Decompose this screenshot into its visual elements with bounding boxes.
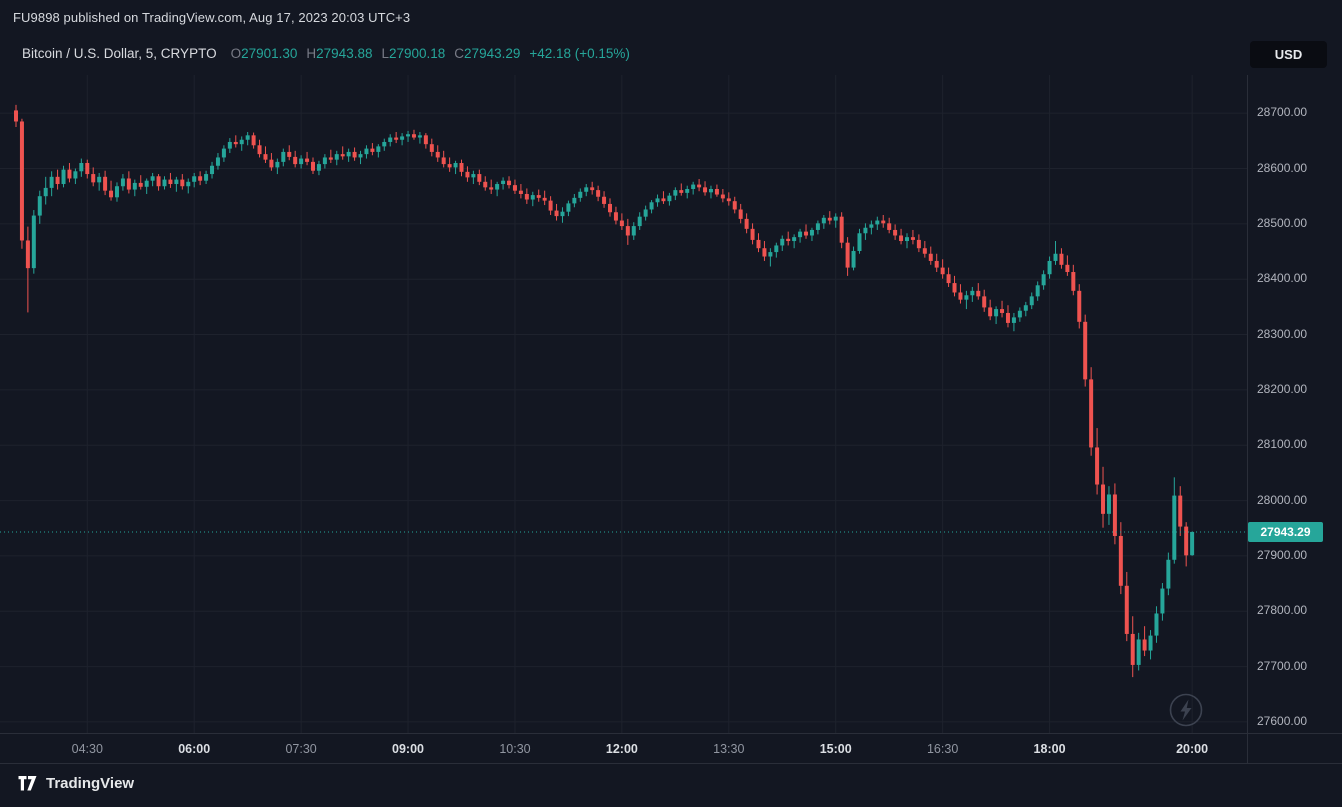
ohlc-open: O27901.30 <box>231 46 298 61</box>
time-axis-label: 18:00 <box>1033 742 1066 756</box>
price-axis-label: 28500.00 <box>1257 215 1308 230</box>
currency-usd-button[interactable]: USD <box>1250 41 1327 68</box>
time-axis-label: 13:30 <box>713 742 745 756</box>
price-axis-label: 27800.00 <box>1257 603 1308 618</box>
ohlc-high: H27943.88 <box>306 46 372 61</box>
time-axis-label: 12:00 <box>605 742 638 756</box>
high-value: 27943.88 <box>316 46 373 61</box>
low-label: L <box>381 46 389 61</box>
tradingview-logo-text: TradingView <box>46 775 135 792</box>
last-price-label: 27943.29 <box>1248 521 1323 542</box>
price-axis-label: 27600.00 <box>1257 713 1308 728</box>
price-axis-label: 28600.00 <box>1257 160 1308 175</box>
time-axis-border <box>0 733 1342 734</box>
time-axis-label: 16:30 <box>926 742 959 756</box>
tradingview-logo-icon <box>18 776 37 791</box>
price-axis-label: 28000.00 <box>1257 492 1308 507</box>
realtime-lightning-icon[interactable] <box>1167 691 1205 729</box>
price-axis[interactable]: 27943.29 28700.00 28600.00 28500.00 28400.0… <box>1248 75 1342 733</box>
time-axis-label: 15:00 <box>819 742 852 756</box>
low-value: 27900.18 <box>388 46 446 61</box>
change-value: +42.18 (+0.15%) <box>529 46 630 61</box>
chart-canvas[interactable] <box>0 75 1247 733</box>
price-axis-label: 28200.00 <box>1257 381 1308 396</box>
open-label: O <box>230 46 242 61</box>
price-axis-border <box>1247 75 1248 763</box>
time-axis-label: 04:30 <box>71 742 103 756</box>
chart-plot-area[interactable] <box>0 75 1247 733</box>
time-axis[interactable]: 04:30 06:00 07:30 09:00 10:30 12:00 13:30 15:00… <box>0 734 1247 763</box>
tradingview-logo[interactable]: TradingView <box>18 775 134 792</box>
footer-bar: TradingView <box>0 764 1342 807</box>
close-label: C <box>454 46 465 61</box>
chart-legend: Bitcoin / U.S. Dollar, 5, CRYPTO O27901.… <box>22 46 630 61</box>
open-value: 27901.30 <box>241 46 298 61</box>
close-value: 27943.29 <box>464 46 521 61</box>
price-axis-label: 28700.00 <box>1257 105 1308 120</box>
attribution-text: FU9898 published on TradingView.com, Aug… <box>13 10 411 25</box>
time-axis-label: 20:00 <box>1176 742 1209 756</box>
time-axis-label: 06:00 <box>178 742 211 756</box>
time-axis-label: 07:30 <box>285 742 317 756</box>
time-axis-label: 10:30 <box>499 742 531 756</box>
price-axis-label: 27700.00 <box>1257 658 1308 673</box>
price-axis-label: 28400.00 <box>1257 271 1308 286</box>
ohlc-close: C27943.29 <box>454 46 520 61</box>
time-axis-label: 09:00 <box>392 742 425 756</box>
high-label: H <box>306 46 317 61</box>
price-axis-label: 28300.00 <box>1257 326 1308 341</box>
price-axis-label: 28100.00 <box>1257 437 1308 452</box>
ohlc-low: L27900.18 <box>381 46 445 61</box>
footer-border <box>0 763 1342 764</box>
price-axis-label: 27900.00 <box>1257 547 1308 562</box>
symbol-title[interactable]: Bitcoin / U.S. Dollar, 5, CRYPTO <box>22 46 217 61</box>
